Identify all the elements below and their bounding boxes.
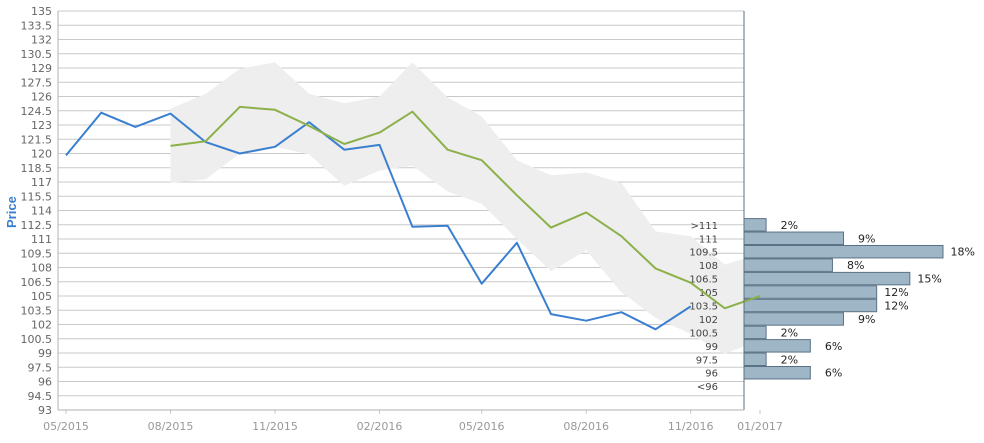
y-tick-label: 117 [31,176,52,189]
histogram-bar [743,339,811,353]
histogram-bar [743,325,767,340]
y-tick-label: 130.5 [21,48,53,61]
x-tick-label: 05/2016 [459,420,505,433]
histogram-bin-label: 100.5 [689,328,718,339]
histogram-bin-label: 97.5 [696,355,718,366]
y-tick-label: 121.5 [21,133,53,146]
histogram-bin-label: 109.5 [689,248,718,259]
histogram-value-label: 2% [781,219,798,232]
histogram-bin-label: 96 [705,369,718,380]
histogram-bar [743,258,833,272]
x-tick-label: 08/2016 [563,420,609,433]
histogram-bin-label: >111 [691,221,718,232]
histogram-bin-label: 111 [699,234,718,245]
histogram-value-label: 8% [847,259,864,272]
y-tick-label: 115.5 [21,190,53,203]
x-tick-labels: 05/2015 08/2015 11/2015 02/2016 05/2016 08/20… [43,420,783,433]
histogram-bar [743,285,878,299]
y-axis-title: Price [2,170,24,240]
y-tick-label: 96 [38,376,52,389]
histogram-bin-label: 108 [699,261,718,272]
y-tick-label: 103.5 [21,304,53,317]
y-tick-label: 132 [31,34,52,47]
histogram-bin-label: 102 [699,315,718,326]
histogram-value-label: 18% [951,246,975,259]
x-tick-label: 02/2016 [357,420,403,433]
y-tick-label: 99 [38,347,52,360]
y-tick-label: 94.5 [28,390,53,403]
forecast-range-band [170,62,760,354]
histogram-value-label: 15% [917,273,941,286]
histogram-bin-label: <96 [697,382,718,393]
histogram-bar [743,218,767,232]
histogram-value-label: 2% [781,353,798,366]
y-tick-label: 124.5 [21,105,53,118]
y-tick-label: 108 [31,262,52,275]
y-tick-label: 105 [31,290,52,303]
y-tick-label: 97.5 [28,361,53,374]
histogram-value-label: 2% [781,326,798,339]
histogram-bar [743,244,944,259]
histogram-bin-label: 105 [699,288,718,299]
histogram-value-label: 9% [858,313,875,326]
histogram-bar [743,366,811,380]
y-tick-label: 106.5 [21,276,53,289]
histogram-bin-label: 99 [705,342,718,353]
series-line [65,111,692,331]
distribution-histogram: 2% >111 9% 111 18% 109.5 8% 108 15% 106.5 12% 105 12… [689,218,975,393]
y-tick-label: 129 [31,62,52,75]
forecast-band [170,62,760,354]
x-tick-label: 08/2015 [148,420,194,433]
histogram-bin-label: 106.5 [689,275,718,286]
y-tick-label: 123 [31,119,52,132]
y-tick-label: 133.5 [21,19,53,32]
x-tick-label: 01/2017 [737,420,783,433]
histogram-bar [743,312,844,326]
y-tick-label: 127.5 [21,76,53,89]
y-tick-label: 135 [31,5,52,18]
y-tick-label: 112.5 [21,219,53,232]
y-tick-label: 120 [31,148,52,161]
y-tick-label: 109.5 [21,247,53,260]
histogram-value-label: 12% [884,300,908,313]
histogram-bar [743,352,767,367]
histogram-bar [743,231,844,245]
histogram-value-label: 6% [825,367,842,380]
gridlines [58,10,744,411]
histogram-value-label: 6% [825,340,842,353]
series-line [170,105,761,310]
y-tick-label: 114 [31,205,52,218]
y-tick-label: 93 [38,404,52,417]
y-tick-label: 126 [31,91,52,104]
y-tick-label: 118.5 [21,162,53,175]
histogram-value-label: 12% [884,286,908,299]
y-tick-label: 100.5 [21,333,53,346]
histogram-value-label: 9% [858,232,875,245]
series-lines [65,105,761,331]
x-tick-label: 05/2015 [43,420,89,433]
y-tick-label: 111 [31,233,52,246]
histogram-bin-label: 103.5 [689,302,718,313]
histogram-bar [743,271,911,286]
x-tick-label: 11/2015 [252,420,298,433]
x-tick-label: 11/2016 [668,420,714,433]
axes [57,11,761,414]
y-tick-label: 102 [31,319,52,332]
histogram-bar [743,298,878,313]
y-axis-title-text: Price [4,196,19,228]
